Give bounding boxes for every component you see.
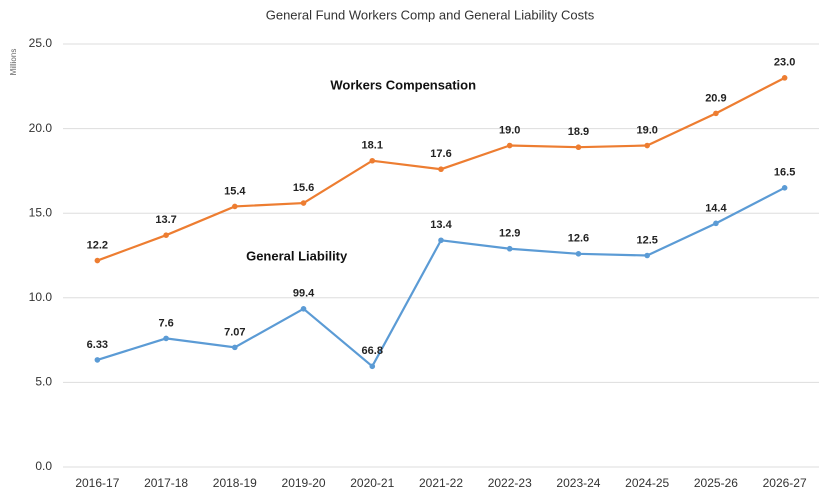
value-label: 7.07 [224,326,245,338]
point [232,203,238,210]
annotation: 99.4 [293,288,315,300]
value-label: 23.0 [774,57,795,69]
value-label: 19.0 [636,124,657,136]
x-tick-label: 2025-26 [694,476,738,490]
x-tick-label: 2022-23 [488,476,532,490]
value-label: 15.6 [293,182,314,194]
point [506,142,513,149]
value-label: 14.4 [705,202,727,214]
x-tick-label: 2021-22 [419,476,463,490]
value-label: 16.5 [774,167,795,179]
value-label: 12.6 [568,233,589,245]
x-tick-label: 2023-24 [556,476,600,490]
x-tick-label: 2020-21 [350,476,394,490]
point [713,110,719,117]
y-tick-label: 15.0 [29,205,53,219]
value-label: 18.9 [568,126,589,138]
value-label: 12.2 [87,239,108,251]
point [163,232,169,238]
x-tick-label: 2019-20 [282,476,326,490]
point [300,305,307,312]
series-name: Workers Compensation [330,78,476,93]
x-tick-label: 2026-27 [763,476,807,490]
x-tick-label: 2016-17 [75,476,119,490]
point [369,363,376,370]
point [713,220,719,227]
point [369,157,376,164]
x-tick-label: 2024-25 [625,476,669,490]
point [94,257,101,264]
y-tick-label: 20.0 [29,121,53,135]
point [232,344,238,351]
point [163,335,169,342]
chart-title: General Fund Workers Comp and General Li… [266,7,595,22]
y-tick-label: 0.0 [35,459,52,473]
value-label: 7.6 [158,317,173,329]
value-label: 17.6 [430,148,451,160]
y-tick-label: 25.0 [29,36,53,50]
point [644,252,650,259]
value-label: 12.5 [636,234,657,246]
value-label: 20.9 [705,92,726,104]
value-label: 19.0 [499,124,520,136]
value-label: 15.4 [224,185,246,197]
value-label: 12.9 [499,228,520,240]
value-label: 13.4 [430,219,452,231]
point [300,200,307,206]
point [575,144,582,151]
point [644,142,650,149]
point [781,185,788,191]
x-tick-label: 2017-18 [144,476,188,490]
value-label: 13.7 [155,214,176,226]
point [438,166,444,173]
y-tick-label: 5.0 [35,375,52,389]
value-label: 6.33 [87,339,108,351]
point [94,357,101,363]
value-label: 18.1 [362,140,383,152]
y-tick-label: 10.0 [29,290,53,304]
y-axis-label: Millions [9,49,18,76]
annotation: 66.8 [362,345,383,357]
point [506,245,513,252]
point [781,75,788,81]
point [438,237,444,244]
series-line [97,186,786,369]
series-name: General Liability [246,249,348,264]
point [575,251,582,257]
x-tick-label: 2018-19 [213,476,257,490]
